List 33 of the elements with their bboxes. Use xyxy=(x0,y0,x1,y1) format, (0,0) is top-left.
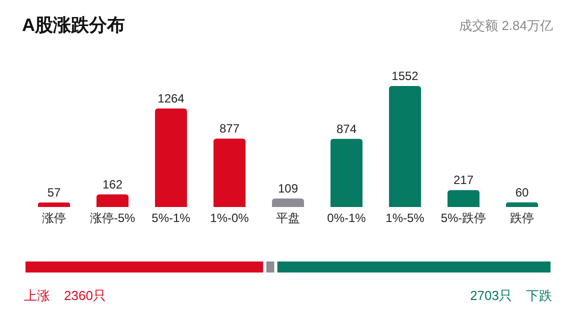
bar xyxy=(389,86,421,207)
series-label: 下跌 xyxy=(526,288,552,303)
bar xyxy=(96,194,128,207)
data-label: 874 xyxy=(336,122,357,136)
bar xyxy=(448,190,480,207)
bar xyxy=(506,202,538,207)
data-label: 1552 xyxy=(392,69,419,83)
bar xyxy=(38,202,70,207)
data-label: 60 xyxy=(515,185,529,200)
x-tick-label: 跌停 xyxy=(510,211,534,225)
data-label: 1264 xyxy=(158,91,185,106)
bar xyxy=(330,138,362,207)
data-label: 217 xyxy=(453,173,474,188)
bar xyxy=(214,138,246,207)
data-label: 877 xyxy=(219,122,240,136)
x-tick-label: 平盘 xyxy=(276,211,300,225)
text: 2360只 xyxy=(64,288,106,303)
x-tick-label: 5%-1% xyxy=(152,211,191,225)
x-tick-label: 涨停 xyxy=(42,211,66,225)
chart-subtitle: 成交额 2.84万亿 xyxy=(459,18,553,33)
x-tick-label: 1%-5% xyxy=(386,211,425,225)
data-label: 109 xyxy=(278,182,298,196)
series-label: 上涨 xyxy=(24,288,50,303)
data-label: 57 xyxy=(47,186,61,200)
chart-title: A股涨跌分布 xyxy=(22,15,125,35)
bar xyxy=(155,108,187,207)
bar xyxy=(272,198,304,207)
x-tick-label: 5%-跌停 xyxy=(440,211,486,225)
x-tick-label: 1%-0% xyxy=(210,211,250,225)
text: 2703只 xyxy=(470,288,512,303)
data-label: 162 xyxy=(102,177,123,192)
x-tick-label: 0%-1% xyxy=(327,211,366,225)
x-tick-label: 涨停-5% xyxy=(90,211,136,225)
